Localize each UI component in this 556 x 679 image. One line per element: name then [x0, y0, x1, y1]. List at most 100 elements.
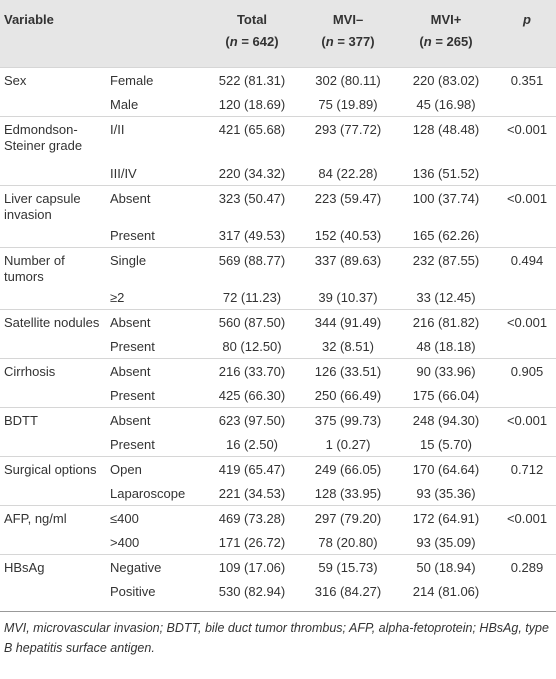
p-value: <0.001 [498, 185, 556, 223]
p-value: <0.001 [498, 309, 556, 334]
sub-label: ≥2 [110, 290, 125, 305]
sub-label: Positive [110, 584, 156, 599]
value-cell: 214 (81.06) [412, 584, 480, 599]
table-row: III/IV 220 (34.32) 84 (22.28) 136 (51.52) [0, 161, 556, 186]
value-cell: 84 (22.28) [318, 166, 378, 181]
value-cell: 75 (19.89) [318, 97, 378, 112]
value-cell: 250 (66.49) [314, 388, 382, 403]
column-count: = 377) [333, 34, 375, 49]
group-label: BDTT [0, 407, 106, 432]
value-cell: 15 (5.70) [419, 437, 473, 452]
column-count: ( [225, 34, 230, 49]
column-count: n [229, 34, 238, 49]
value-cell: 39 (10.37) [318, 290, 378, 305]
column-label: MVI– [332, 12, 364, 27]
sub-label: I/II [106, 116, 202, 161]
p-value: 0.712 [498, 456, 556, 481]
table-row: Satellite nodules Absent 560 (87.50) 344 (9… [0, 309, 556, 334]
value-cell: 90 (33.96) [394, 358, 498, 383]
value-cell: 33 (12.45) [416, 290, 476, 305]
value-cell: 293 (77.72) [302, 116, 394, 161]
table-row: BDTT Absent 623 (97.50) 375 (99.73) 248 (94.… [0, 407, 556, 432]
column-count: = 642) [237, 34, 279, 49]
empty-cell [498, 383, 556, 408]
table-row: Number of tumors Single 569 (88.77) 337 (89… [0, 247, 556, 285]
value-cell: 220 (34.32) [218, 166, 286, 181]
value-cell: 171 (26.72) [218, 535, 286, 550]
group-label: Edmondson-Steiner grade [0, 116, 106, 161]
value-cell: 170 (64.64) [394, 456, 498, 481]
sub-label: Present [110, 339, 155, 354]
header-blank [106, 0, 202, 68]
value-cell: 623 (97.50) [202, 407, 302, 432]
empty-cell [498, 481, 556, 506]
empty-cell [0, 334, 106, 359]
sub-label: Laparoscope [110, 486, 186, 501]
table-row: AFP, ng/ml ≤400 469 (73.28) 297 (79.20) 172 … [0, 505, 556, 530]
value-cell: 469 (73.28) [202, 505, 302, 530]
sub-label: Open [106, 456, 202, 481]
value-cell: 316 (84.27) [314, 584, 382, 599]
p-value: 0.289 [498, 554, 556, 579]
table-row: Present 16 (2.50) 1 (0.27) 15 (5.70) [0, 432, 556, 457]
sub-label: Single [106, 247, 202, 285]
empty-cell [498, 334, 556, 359]
table-row: Present 80 (12.50) 32 (8.51) 48 (18.18) [0, 334, 556, 359]
value-cell: 419 (65.47) [202, 456, 302, 481]
value-cell: 216 (81.82) [394, 309, 498, 334]
footnote: MVI, microvascular invasion; BDTT, bile … [0, 611, 556, 658]
empty-cell [0, 161, 106, 186]
sub-label: ≤400 [106, 505, 202, 530]
value-cell: 93 (35.09) [416, 535, 476, 550]
column-count: ( [419, 34, 424, 49]
value-cell: 1 (0.27) [325, 437, 371, 452]
value-cell: 530 (82.94) [218, 584, 286, 599]
sub-label: Absent [106, 358, 202, 383]
value-cell: 128 (48.48) [394, 116, 498, 161]
p-value: 0.351 [498, 67, 556, 92]
table-row: Present 425 (66.30) 250 (66.49) 175 (66.04) [0, 383, 556, 408]
value-cell: 50 (18.94) [394, 554, 498, 579]
p-value: <0.001 [498, 407, 556, 432]
sub-label: Present [110, 388, 155, 403]
table-row: Male 120 (18.69) 75 (19.89) 45 (16.98) [0, 92, 556, 117]
sub-label: Male [110, 97, 139, 112]
value-cell: 165 (62.26) [412, 228, 480, 243]
value-cell: 109 (17.06) [202, 554, 302, 579]
table-row: HBsAg Negative 109 (17.06) 59 (15.73) 50 (18… [0, 554, 556, 579]
value-cell: 172 (64.91) [394, 505, 498, 530]
empty-cell [498, 530, 556, 555]
value-cell: 216 (33.70) [202, 358, 302, 383]
empty-cell [0, 481, 106, 506]
value-cell: 72 (11.23) [222, 290, 282, 305]
value-cell: 297 (79.20) [302, 505, 394, 530]
column-count: n [325, 34, 334, 49]
column-count: n [423, 34, 432, 49]
sub-label: Absent [106, 309, 202, 334]
empty-cell [0, 579, 106, 605]
group-label: HBsAg [0, 554, 106, 579]
table-row: Surgical options Open 419 (65.47) 249 (66.0… [0, 456, 556, 481]
value-cell: 120 (18.69) [218, 97, 286, 112]
table-row: >400 171 (26.72) 78 (20.80) 93 (35.09) [0, 530, 556, 555]
p-value: 0.494 [498, 247, 556, 285]
value-cell: 128 (33.95) [314, 486, 382, 501]
table-row: Liver capsule invasion Absent 323 (50.47) 2… [0, 185, 556, 223]
column-count: = 265) [431, 34, 473, 49]
value-cell: 232 (87.55) [394, 247, 498, 285]
header-column: Total (n = 642) [202, 0, 302, 68]
value-cell: 344 (91.49) [302, 309, 394, 334]
value-cell: 522 (81.31) [202, 67, 302, 92]
value-cell: 126 (33.51) [302, 358, 394, 383]
sub-label: Female [106, 67, 202, 92]
header-variable: Variable [0, 0, 106, 68]
table-row: Edmondson-Steiner grade I/II 421 (65.68) 29… [0, 116, 556, 161]
value-cell: 45 (16.98) [416, 97, 476, 112]
empty-cell [498, 285, 556, 310]
value-cell: 323 (50.47) [202, 185, 302, 223]
sub-label: Negative [106, 554, 202, 579]
table-row: Present 317 (49.53) 152 (40.53) 165 (62.26) [0, 223, 556, 248]
group-label: Sex [0, 67, 106, 92]
p-label: p [523, 12, 531, 27]
